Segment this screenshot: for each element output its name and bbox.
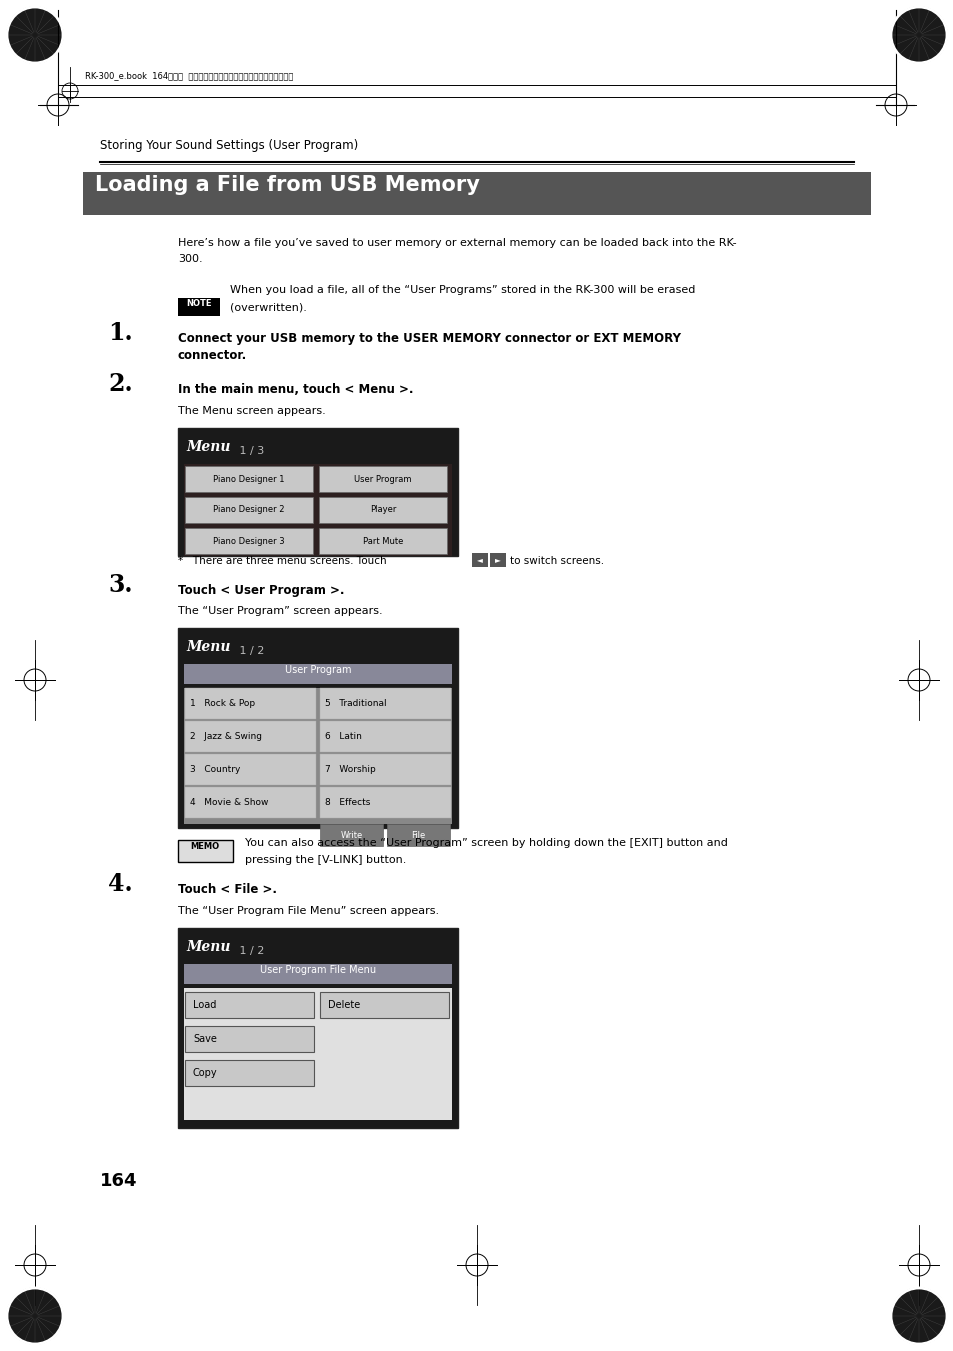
Text: connector.: connector. — [178, 349, 247, 362]
Bar — [185, 688, 315, 719]
Text: User Program: User Program — [284, 665, 351, 676]
Bar — [319, 992, 449, 1019]
Bar — [319, 824, 382, 846]
Text: Storing Your Sound Settings (User Program): Storing Your Sound Settings (User Progra… — [100, 139, 358, 153]
Text: File: File — [411, 831, 425, 839]
Text: ◄: ◄ — [476, 555, 482, 565]
Bar — [387, 824, 450, 846]
Text: Save: Save — [193, 1034, 216, 1044]
Text: 7   Worship: 7 Worship — [325, 765, 375, 774]
Text: 4   Movie & Show: 4 Movie & Show — [190, 798, 268, 807]
Bar — [184, 463, 452, 557]
Bar — [184, 688, 452, 824]
Text: User Program: User Program — [354, 474, 412, 484]
Text: In the main menu, touch < Menu >.: In the main menu, touch < Menu >. — [178, 382, 413, 396]
Circle shape — [890, 7, 946, 63]
Bar — [185, 497, 313, 523]
Bar — [178, 928, 457, 1128]
Text: Touch < File >.: Touch < File >. — [178, 884, 276, 896]
Bar — [318, 497, 447, 523]
Bar — [184, 965, 452, 984]
Bar — [185, 466, 313, 492]
Text: 3   Country: 3 Country — [190, 765, 240, 774]
Text: Part Mute: Part Mute — [362, 536, 403, 546]
Text: Touch < User Program >.: Touch < User Program >. — [178, 584, 344, 597]
Bar — [185, 1061, 314, 1086]
Bar — [178, 840, 233, 862]
Text: 8   Effects: 8 Effects — [325, 798, 370, 807]
Bar — [319, 754, 451, 785]
Text: 1 / 2: 1 / 2 — [235, 946, 264, 957]
Text: Load: Load — [193, 1000, 216, 1011]
Bar — [490, 553, 505, 567]
Bar — [185, 788, 315, 817]
Text: Menu: Menu — [186, 440, 231, 454]
Text: 1.: 1. — [108, 322, 132, 345]
Text: MEMO: MEMO — [191, 842, 219, 851]
Text: Here’s how a file you’ve saved to user memory or external memory can be loaded b: Here’s how a file you’ve saved to user m… — [178, 238, 736, 249]
Text: The Menu screen appears.: The Menu screen appears. — [178, 407, 325, 416]
Text: (overwritten).: (overwritten). — [230, 303, 307, 313]
Text: 1 / 3: 1 / 3 — [235, 446, 264, 457]
Text: Loading a File from USB Memory: Loading a File from USB Memory — [95, 176, 479, 195]
Text: RK-300_e.book  164ページ  ２００８年９月１０日　水曜日　午後４晎６分: RK-300_e.book 164ページ ２００８年９月１０日 水曜日 午後４晎… — [85, 72, 294, 80]
Text: 3.: 3. — [108, 573, 132, 597]
Text: to switch screens.: to switch screens. — [510, 557, 603, 566]
Text: The “User Program File Menu” screen appears.: The “User Program File Menu” screen appe… — [178, 907, 438, 916]
Bar — [178, 428, 457, 557]
Circle shape — [7, 1288, 63, 1344]
Bar — [184, 663, 452, 684]
Text: Piano Designer 1: Piano Designer 1 — [213, 474, 284, 484]
Bar — [185, 721, 315, 753]
Text: Copy: Copy — [193, 1069, 217, 1078]
Text: User Program File Menu: User Program File Menu — [259, 965, 375, 975]
Bar — [318, 466, 447, 492]
Text: 6   Latin: 6 Latin — [325, 732, 361, 740]
Bar — [184, 988, 452, 1120]
Text: Piano Designer 2: Piano Designer 2 — [213, 505, 284, 515]
Text: 5   Traditional: 5 Traditional — [325, 698, 386, 708]
Text: 300.: 300. — [178, 254, 202, 263]
Text: Piano Designer 3: Piano Designer 3 — [213, 536, 285, 546]
Bar — [185, 1025, 314, 1052]
Text: pressing the [V-LINK] button.: pressing the [V-LINK] button. — [245, 855, 406, 865]
Bar — [472, 553, 488, 567]
Text: You can also access the “User Program” screen by holding down the [EXIT] button : You can also access the “User Program” s… — [245, 838, 727, 848]
Bar — [319, 688, 451, 719]
Text: Connect your USB memory to the USER MEMORY connector or EXT MEMORY: Connect your USB memory to the USER MEMO… — [178, 332, 680, 345]
Bar — [318, 528, 447, 554]
Text: ►: ► — [495, 555, 500, 565]
Text: 1 / 2: 1 / 2 — [235, 646, 264, 657]
Text: 164: 164 — [100, 1173, 137, 1190]
Bar — [185, 754, 315, 785]
Text: Player: Player — [370, 505, 395, 515]
Circle shape — [7, 7, 63, 63]
Text: 2.: 2. — [108, 372, 132, 396]
Bar — [185, 992, 314, 1019]
Text: 4.: 4. — [108, 871, 132, 896]
Text: Menu: Menu — [186, 640, 231, 654]
Text: Write: Write — [340, 831, 362, 839]
Bar — [319, 788, 451, 817]
Text: *   There are three menu screens. Touch: * There are three menu screens. Touch — [178, 557, 386, 566]
Text: 1   Rock & Pop: 1 Rock & Pop — [190, 698, 254, 708]
Text: NOTE: NOTE — [186, 299, 212, 308]
Text: Delete: Delete — [328, 1000, 360, 1011]
Bar — [178, 299, 220, 316]
Text: The “User Program” screen appears.: The “User Program” screen appears. — [178, 607, 382, 616]
Circle shape — [890, 1288, 946, 1344]
Text: 2   Jazz & Swing: 2 Jazz & Swing — [190, 732, 262, 740]
Bar — [83, 172, 870, 215]
Bar — [319, 721, 451, 753]
Text: Menu: Menu — [186, 940, 231, 954]
Bar — [178, 628, 457, 828]
Bar — [185, 528, 313, 554]
Text: When you load a file, all of the “User Programs” stored in the RK-300 will be er: When you load a file, all of the “User P… — [230, 285, 695, 295]
